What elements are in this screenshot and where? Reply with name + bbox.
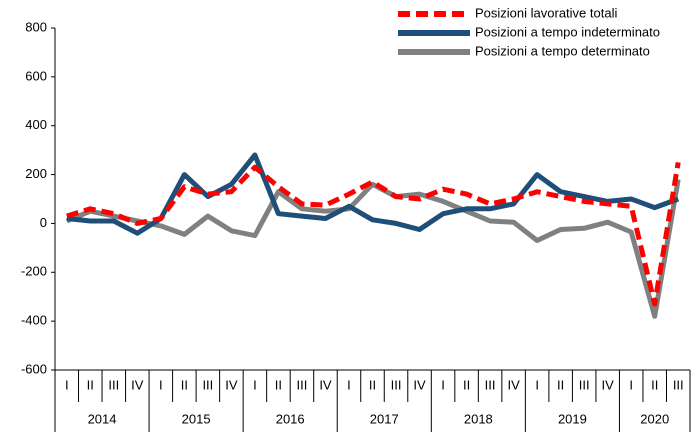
year-label: 2018 (464, 411, 493, 426)
legend-label: Posizioni a tempo determinato (475, 43, 650, 58)
x-tick-label: IV (602, 377, 615, 392)
year-label: 2016 (276, 411, 305, 426)
y-tick-label: 600 (25, 68, 47, 83)
x-tick-label: IV (225, 377, 238, 392)
y-tick-label: 0 (40, 215, 47, 230)
year-label: 2017 (370, 411, 399, 426)
x-tick-label: III (391, 377, 402, 392)
series-line (66, 161, 681, 307)
y-tick-label: 800 (25, 19, 47, 34)
legend-label: Posizioni a tempo indeterminato (475, 24, 660, 39)
legend-label: Posizioni lavorative totali (475, 5, 617, 20)
x-tick-label: III (673, 377, 684, 392)
x-tick-label: II (651, 377, 658, 392)
y-tick-label: -600 (21, 361, 47, 376)
x-tick-label: II (275, 377, 282, 392)
y-tick-label: 200 (25, 166, 47, 181)
x-tick-label: I (65, 377, 69, 392)
x-tick-label: I (629, 377, 633, 392)
year-label: 2020 (640, 411, 669, 426)
x-tick-label: I (441, 377, 445, 392)
x-tick-label: II (463, 377, 470, 392)
x-tick-label: I (253, 377, 257, 392)
y-tick-label: 400 (25, 117, 47, 132)
y-tick-label: -200 (21, 264, 47, 279)
x-tick-label: IV (131, 377, 144, 392)
x-tick-label: III (202, 377, 213, 392)
x-tick-label: IV (507, 377, 520, 392)
year-label: 2015 (182, 411, 211, 426)
x-tick-label: II (87, 377, 94, 392)
x-tick-label: IV (413, 377, 426, 392)
x-tick-label: I (347, 377, 351, 392)
x-tick-label: III (108, 377, 119, 392)
year-label: 2019 (558, 411, 587, 426)
y-tick-label: -400 (21, 313, 47, 328)
x-tick-label: III (297, 377, 308, 392)
x-tick-label: I (159, 377, 163, 392)
series-line (65, 179, 681, 319)
x-tick-label: II (557, 377, 564, 392)
x-tick-label: II (181, 377, 188, 392)
x-tick-label: I (535, 377, 539, 392)
x-tick-label: IV (319, 377, 332, 392)
x-tick-label: III (579, 377, 590, 392)
x-tick-label: II (369, 377, 376, 392)
x-tick-label: III (485, 377, 496, 392)
year-label: 2014 (88, 411, 117, 426)
